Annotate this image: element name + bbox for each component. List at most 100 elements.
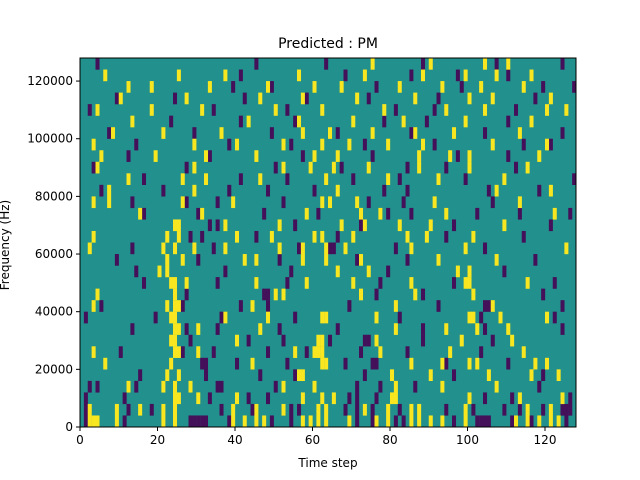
heatmap-cell-high [176,323,181,335]
y-tick-label: 80000 [35,189,73,203]
heatmap-cell-high [328,127,333,139]
heatmap-cell-high [188,380,193,393]
heatmap-cell-low [541,81,546,93]
heatmap-cell-high [300,242,305,255]
heatmap-cell-low [91,161,96,174]
heatmap-cell-high [393,392,398,405]
heatmap-cell-high [328,196,333,209]
heatmap-cell-low [285,104,290,116]
heatmap-cell-high [173,323,178,335]
heatmap-cell-high [467,92,472,105]
heatmap-cell-high [548,92,553,105]
heatmap-cell-high [467,311,472,324]
heatmap-cell-low [514,161,519,174]
heatmap-cell-high [459,334,464,347]
heatmap-cell-high [424,230,429,243]
heatmap-cell-low [374,357,379,370]
heatmap-cell-low [397,403,402,416]
heatmap-cell-low [285,357,290,370]
heatmap-cell-high [440,357,445,370]
heatmap-cell-low [200,357,205,370]
heatmap-cell-high [463,69,468,82]
heatmap-cell-high [246,115,251,128]
heatmap-cell-low [359,346,364,358]
heatmap-cell-high [417,161,422,174]
heatmap-cell-high [300,369,305,382]
heatmap-cell-high [91,138,96,151]
heatmap-cell-low [560,58,565,70]
heatmap-cell-high [173,300,178,312]
heatmap-cell-high [362,69,367,82]
heatmap-cell-high [173,277,178,289]
heatmap-cell-low [386,207,391,220]
heatmap-cell-high [173,380,178,393]
x-tick-label: 20 [150,433,165,447]
heatmap-cell-high [324,311,329,324]
x-tick-label: 120 [534,433,557,447]
heatmap-cell-high [87,242,92,255]
heatmap-cell-high [304,207,309,220]
heatmap-cell-high [95,415,100,428]
heatmap-cell-high [235,230,240,243]
heatmap-cell-high [173,242,178,255]
heatmap-cell-low [374,81,379,93]
heatmap-cell-high [111,127,116,139]
heatmap-cell-high [359,207,364,220]
heatmap-cell-high [374,334,379,347]
heatmap-cell-low [196,254,201,266]
heatmap-cell-high [533,357,538,370]
heatmap-cell-low [541,369,546,382]
heatmap-cell-high [138,403,143,416]
heatmap-cell-high [386,415,391,428]
heatmap-cell-low [514,104,519,116]
heatmap-cell-low [397,311,402,324]
heatmap-cell-high [452,127,457,139]
heatmap-cell-low [87,104,92,116]
heatmap-cell-low [479,311,484,324]
heatmap-cell-high [409,357,414,370]
heatmap-cell-high [320,311,325,324]
heatmap-cell-high [355,196,360,209]
heatmap-cell-low [479,346,484,358]
heatmap-cell-high [324,357,329,370]
x-axis: 0 20 40 60 80 100 120 [76,427,556,447]
heatmap-cell-low [560,300,565,312]
heatmap-cell-high [393,380,398,393]
heatmap-cell-low [424,115,429,128]
heatmap-cell-high [196,323,201,335]
heatmap-cell-high [331,161,336,174]
heatmap-cell-low [378,277,383,289]
heatmap-cell-high [223,219,228,232]
y-axis-label: Frequency (Hz) [0,200,12,291]
heatmap-cell-high [351,230,356,243]
heatmap-cell-high [548,415,553,428]
heatmap-cell-low [246,392,251,405]
heatmap-cell-high [335,184,340,197]
heatmap-cell-high [196,392,201,405]
heatmap-cell-low [362,369,367,382]
heatmap-cell-low [281,196,286,209]
heatmap-cell-low [250,403,255,416]
heatmap-cell-low [362,334,367,347]
heatmap-cell-low [533,92,538,105]
heatmap-cell-high [335,265,340,278]
heatmap-cell-high [153,150,158,162]
heatmap-cell-low [382,115,387,128]
heatmap-cell-low [188,334,193,347]
x-tick-label: 0 [76,433,84,447]
heatmap-cell-high [176,392,181,405]
heatmap-cell-low [366,334,371,347]
heatmap-cell-low [455,150,460,162]
heatmap-cell-high [320,346,325,358]
heatmap-cell-low [502,403,507,416]
heatmap-cell-high [273,288,278,301]
heatmap-cell-low [273,161,278,174]
heatmap-cell-high [176,69,181,82]
heatmap-cell-low [533,254,538,266]
heatmap-cell-high [312,230,317,243]
heatmap-cell-high [254,254,259,266]
heatmap-cell-high [362,403,367,416]
heatmap-cell-low [409,69,414,82]
heatmap-cell-low [370,357,375,370]
heatmap-cell-high [529,369,534,382]
